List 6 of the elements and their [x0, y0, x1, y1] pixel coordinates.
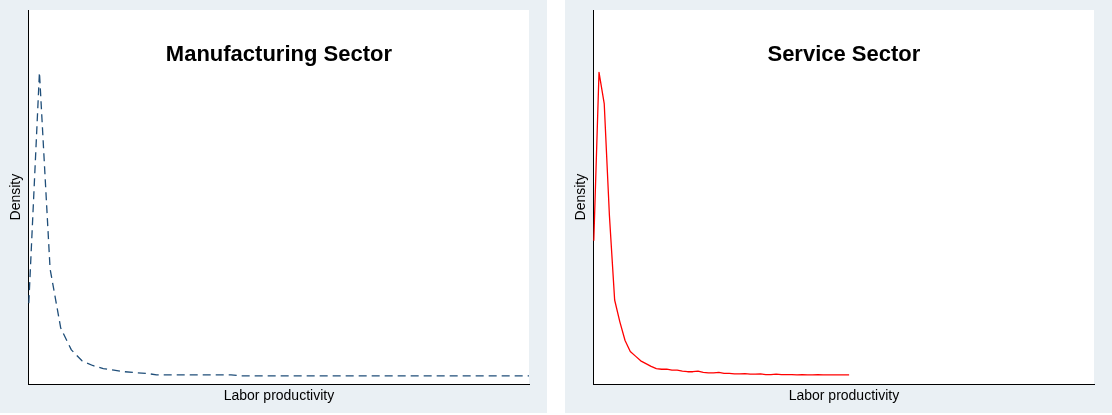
- x-axis-title: Labor productivity: [223, 387, 335, 404]
- y-axis-title: Density: [7, 173, 24, 221]
- x-axis-title: Labor productivity: [788, 387, 900, 404]
- chart-title: Service Sector: [767, 41, 921, 67]
- chart-title: Manufacturing Sector: [165, 41, 393, 67]
- y-axis-title: Density: [572, 173, 589, 221]
